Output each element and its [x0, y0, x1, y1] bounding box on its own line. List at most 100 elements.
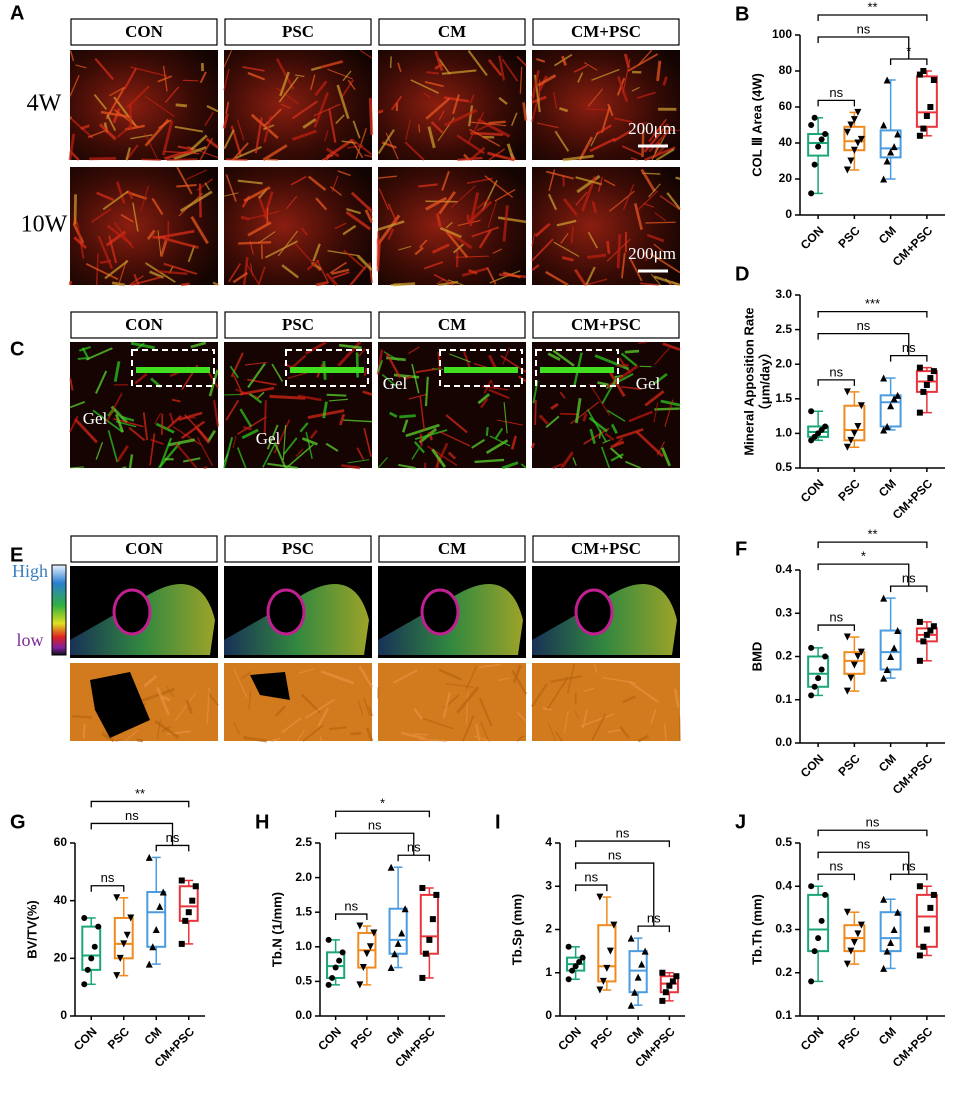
data-point	[843, 960, 851, 968]
label-box	[70, 535, 218, 563]
texture	[502, 271, 521, 279]
significance-bracket	[817, 851, 910, 875]
texture	[151, 197, 164, 216]
texture	[552, 349, 575, 367]
label-box	[224, 18, 372, 46]
texture	[248, 690, 252, 710]
ct-cylinder	[532, 663, 680, 741]
gel-label: Gel	[383, 374, 408, 393]
texture	[212, 281, 219, 286]
texture	[377, 109, 384, 114]
texture	[600, 106, 611, 133]
scale-bar-label: 200μm	[628, 119, 676, 138]
micrograph	[70, 167, 218, 285]
texture	[190, 134, 208, 151]
y-axis-label: Tb.Th (mm)	[749, 894, 764, 965]
x-tick-label: CON	[71, 1024, 100, 1053]
texture	[487, 201, 498, 228]
texture	[426, 71, 440, 75]
texture	[326, 393, 347, 397]
texture	[449, 353, 471, 363]
gel-label: Gel	[256, 429, 281, 448]
texture	[263, 191, 274, 219]
y-axis-label: （μm/day）	[757, 346, 772, 418]
data-point	[576, 958, 583, 965]
texture	[622, 695, 637, 704]
texture	[331, 175, 339, 192]
texture	[653, 402, 659, 423]
texture	[350, 732, 362, 736]
texture	[140, 185, 150, 212]
texture	[404, 141, 425, 161]
texture	[116, 444, 129, 463]
texture	[243, 736, 267, 743]
texture	[487, 58, 503, 77]
texture	[410, 79, 439, 94]
texture	[130, 134, 153, 140]
data-point	[329, 974, 336, 981]
data-point	[920, 638, 927, 645]
texture	[519, 66, 523, 94]
texture	[480, 397, 489, 409]
column-label: CM	[438, 315, 466, 334]
texture	[531, 232, 536, 247]
y-tick-label: 1.5	[295, 904, 312, 918]
texture	[675, 176, 681, 181]
x-tick-label: CON	[798, 476, 827, 505]
x-tick-label: CM	[876, 223, 899, 246]
texture	[136, 738, 144, 743]
texture	[606, 240, 611, 254]
ct-cylinder	[224, 663, 372, 741]
texture	[223, 192, 239, 197]
texture	[376, 240, 382, 267]
texture	[187, 245, 196, 263]
texture	[368, 706, 373, 717]
data-point	[565, 976, 572, 983]
ct-spot	[90, 672, 150, 738]
significance-bracket	[90, 822, 174, 846]
texture	[606, 409, 626, 422]
texture	[286, 195, 298, 210]
y-tick-label: 0	[785, 207, 792, 221]
column-label: PSC	[282, 315, 314, 334]
significance-bracket	[397, 854, 431, 862]
data-point	[113, 972, 121, 980]
texture	[357, 699, 364, 716]
box	[807, 655, 830, 688]
y-tick-label: 20	[779, 171, 793, 185]
texture	[466, 214, 471, 224]
texture	[315, 280, 329, 287]
texture	[445, 221, 453, 229]
texture	[516, 711, 527, 722]
texture	[291, 129, 317, 141]
x-tick-label: CM+PSC	[890, 1024, 936, 1070]
texture	[169, 412, 175, 424]
texture	[516, 55, 527, 67]
data-point	[659, 969, 666, 976]
texture	[228, 263, 242, 283]
y-axis-label: Mineral Apposition Rate	[741, 307, 756, 455]
texture	[368, 98, 374, 135]
texture	[130, 341, 156, 350]
y-tick-label: 0.1	[775, 692, 792, 706]
texture	[82, 724, 86, 739]
texture	[497, 419, 523, 426]
texture	[439, 226, 462, 239]
data-point	[920, 125, 927, 132]
texture	[302, 724, 324, 742]
data-point	[857, 648, 865, 656]
texture	[469, 146, 486, 162]
texture	[389, 411, 398, 418]
x-tick-label: CM	[142, 1024, 165, 1047]
texture	[474, 458, 505, 464]
data-point	[339, 949, 346, 956]
texture	[349, 265, 367, 286]
texture	[423, 92, 431, 99]
texture	[69, 50, 75, 62]
data-point	[927, 375, 934, 382]
texture	[613, 117, 633, 124]
data-point	[850, 146, 858, 154]
texture	[624, 349, 640, 354]
texture	[435, 213, 442, 227]
texture	[298, 668, 315, 674]
